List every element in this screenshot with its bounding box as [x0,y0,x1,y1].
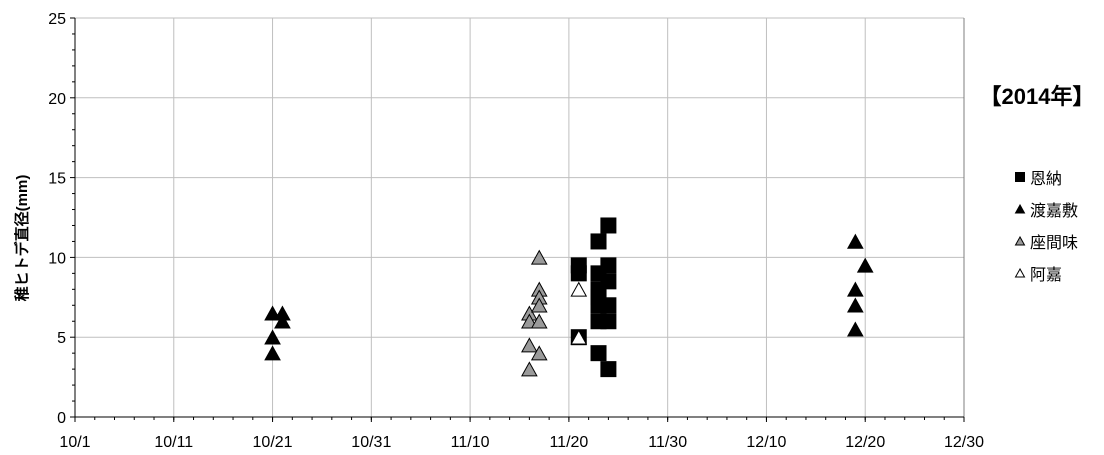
data-point [600,361,617,378]
data-point [530,313,548,329]
data-point [530,249,548,265]
legend-marker [1014,235,1026,246]
data-point [600,257,617,274]
x-tick-label: 12/10 [746,434,786,451]
x-tick-label: 12/30 [944,434,984,451]
legend-label: 渡嘉敷 [1030,201,1078,220]
data-point [846,321,864,337]
data-point [570,281,588,297]
legend-marker [1014,267,1026,278]
y-tick-label: 0 [57,410,66,427]
x-tick-label: 11/10 [451,434,490,451]
data-point [600,297,617,314]
x-tick-labels: 10/1 10/11 10/21 10/31 11/10 11/20 11/30 12/10 1… [59,434,984,451]
y-tick-label: 15 [48,171,66,188]
data-point [600,217,617,234]
data-point [846,233,864,249]
data-point [264,345,281,361]
y-tick-label: 20 [48,91,66,108]
legend-label: 阿嘉 [1030,266,1062,284]
x-tick-label: 10/11 [154,434,193,451]
x-tick-label: 11/20 [549,434,588,451]
data-point [264,329,281,345]
data-point [590,233,607,250]
data-point [600,313,617,330]
x-tick-label: 10/1 [59,434,90,451]
data-point [856,257,874,273]
grid [75,17,965,417]
legend-marker [1014,203,1026,214]
legend-label: 恩納 [1030,170,1062,188]
data-point [274,313,291,329]
data-point [846,297,864,313]
data-point [570,265,587,282]
x-tick-label: 12/20 [845,434,885,451]
data-point [846,281,864,297]
x-tick-label: 11/30 [648,434,687,451]
y-tick-label: 5 [57,330,66,347]
y-tick-label: 25 [48,11,66,28]
data-point [530,297,548,313]
data-point [600,273,617,290]
data-point [521,337,538,353]
x-tick-label: 10/21 [253,434,293,451]
data-point [570,329,588,345]
axes [70,17,965,422]
chart-title: 【2014年】 [980,84,1095,109]
y-tick-labels: 0 5 10 15 20 25 [48,11,66,427]
data-points [264,217,874,378]
x-tick-label: 10/31 [351,434,391,451]
legend-label: 座間味 [1030,234,1078,252]
legend-marker [1015,172,1025,182]
data-point [521,361,538,377]
y-axis-label: 稚ヒトデ直径(mm) [13,175,31,302]
data-point [590,345,607,362]
data-point [530,345,548,361]
y-tick-label: 10 [48,250,66,267]
